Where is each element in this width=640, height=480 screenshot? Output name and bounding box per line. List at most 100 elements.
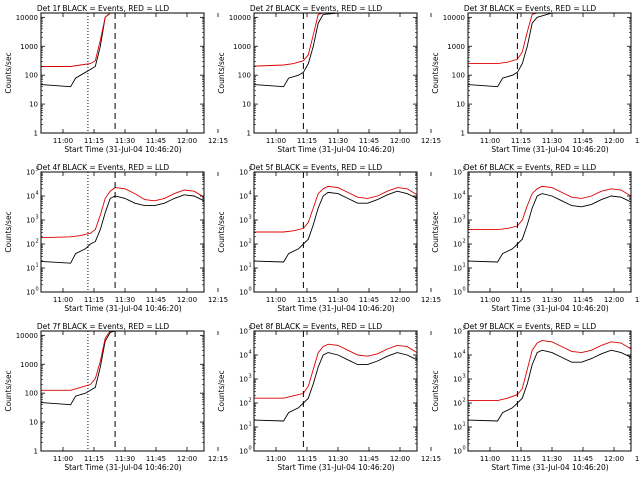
y-tick-exponent: 5 [463, 326, 466, 332]
x-tick-label: 11:30 [115, 296, 135, 304]
y-axis-label: Counts/sec [4, 370, 13, 411]
x-tick-label: 11:15 [511, 137, 531, 145]
panel-title: Det 4f BLACK = Events, RED = LLD [37, 163, 170, 172]
x-tick-label: 11:00 [480, 137, 500, 145]
x-tick-label: 11:00 [266, 296, 286, 304]
y-tick-exponent: 0 [249, 287, 252, 293]
x-tick-label: 11:15 [297, 137, 317, 145]
y-tick-label: 1 [34, 130, 38, 138]
x-tick-label: 11:00 [266, 137, 286, 145]
x-tick-label: 12:00 [604, 137, 624, 145]
events-series-line [41, 13, 204, 88]
y-tick-exponent: 1 [463, 263, 466, 269]
y-tick-label: 10 [453, 241, 462, 249]
x-tick-label: 11:15 [84, 455, 104, 463]
lld-series-line [41, 13, 204, 67]
plot-frame [40, 330, 205, 452]
x-tick-label: 12:00 [177, 137, 197, 145]
y-tick-exponent: 0 [463, 287, 466, 293]
y-tick-exponent: 3 [463, 215, 466, 221]
y-tick-exponent: 1 [249, 263, 252, 269]
y-axis-label: Counts/sec [4, 211, 13, 252]
y-tick-label: 10 [26, 289, 35, 297]
x-tick-label: 12:15 [208, 455, 228, 463]
y-tick-label: 10 [453, 217, 462, 225]
y-tick-label: 10 [239, 424, 248, 432]
y-axis-label: Counts/sec [217, 211, 226, 252]
y-tick-label: 10 [242, 101, 251, 109]
y-tick-label: 1000 [233, 43, 251, 51]
y-tick-label: 10 [453, 265, 462, 273]
y-tick-label: 10 [26, 265, 35, 273]
panel-title: Det 3f BLACK = Events, RED = LLD [464, 4, 597, 13]
y-tick-label: 10 [239, 376, 248, 384]
y-tick-exponent: 2 [249, 398, 252, 404]
y-tick-label: 10 [453, 376, 462, 384]
events-series-line [41, 331, 204, 406]
x-axis-label: Start Time (31-Jul-04 10:46:20) [64, 463, 181, 472]
x-tick-label: 12:15 [635, 137, 640, 145]
x-tick-label: 11:00 [480, 296, 500, 304]
events-series-line [254, 13, 417, 88]
plot-frame [467, 12, 632, 134]
events-series-line [254, 190, 417, 263]
y-axis-label: Counts/sec [217, 370, 226, 411]
y-axis-label: Counts/sec [431, 52, 440, 93]
x-tick-label: 11:00 [266, 455, 286, 463]
plot-frame [467, 171, 632, 293]
y-tick-label: 10 [239, 169, 248, 177]
x-tick-label: 12:00 [177, 455, 197, 463]
x-tick-label: 11:30 [115, 137, 135, 145]
x-tick-label: 11:30 [542, 137, 562, 145]
y-axis-label: Counts/sec [217, 52, 226, 93]
x-tick-label: 11:45 [359, 296, 379, 304]
x-axis-label: Start Time (31-Jul-04 10:46:20) [491, 145, 608, 154]
events-series-line [41, 194, 204, 264]
y-tick-label: 1 [461, 130, 465, 138]
x-tick-label: 11:30 [542, 296, 562, 304]
y-tick-exponent: 2 [463, 239, 466, 245]
y-tick-exponent: 2 [463, 398, 466, 404]
x-tick-label: 11:45 [146, 296, 166, 304]
panel-title: Det 1f BLACK = Events, RED = LLD [37, 4, 170, 13]
plot-area [41, 331, 204, 451]
y-tick-label: 10 [239, 289, 248, 297]
y-tick-exponent: 5 [249, 326, 252, 332]
lld-series-line [41, 187, 204, 239]
x-axis-label: Start Time (31-Jul-04 10:46:20) [64, 145, 181, 154]
x-tick-label: 11:45 [573, 455, 593, 463]
y-tick-exponent: 4 [463, 350, 466, 356]
events-series-line [468, 349, 631, 422]
x-tick-label: 11:00 [53, 296, 73, 304]
y-tick-label: 10 [26, 169, 35, 177]
y-tick-label: 1000 [20, 43, 38, 51]
x-tick-label: 12:15 [421, 296, 441, 304]
x-tick-label: 12:15 [421, 455, 441, 463]
y-tick-label: 10000 [443, 14, 465, 22]
y-tick-exponent: 2 [36, 239, 39, 245]
y-tick-exponent: 2 [249, 239, 252, 245]
y-tick-label: 10 [239, 241, 248, 249]
x-tick-label: 12:15 [421, 137, 441, 145]
y-tick-label: 1000 [20, 361, 38, 369]
x-tick-label: 11:30 [328, 296, 348, 304]
y-tick-exponent: 3 [463, 374, 466, 380]
y-tick-label: 10 [453, 289, 462, 297]
y-tick-label: 10 [453, 400, 462, 408]
y-tick-label: 10 [26, 241, 35, 249]
plot-frame [40, 171, 205, 293]
panel-det-7: 1 10 100 1000 10000 11:00 11:15 11:30 11:45 12:00… [4, 322, 228, 472]
panel-det-1: 1 10 100 1000 10000 11:00 11:15 11:30 11:45 12:00… [4, 4, 228, 154]
panel-title: Det 2f BLACK = Events, RED = LLD [250, 4, 383, 13]
y-tick-exponent: 0 [36, 287, 39, 293]
y-tick-label: 10 [239, 400, 248, 408]
panel-title: Det 9f BLACK = Events, RED = LLD [464, 322, 597, 331]
x-tick-label: 12:00 [390, 455, 410, 463]
y-tick-exponent: 3 [249, 374, 252, 380]
y-tick-exponent: 4 [36, 191, 39, 197]
plot-area [254, 172, 417, 292]
y-tick-exponent: 1 [249, 422, 252, 428]
